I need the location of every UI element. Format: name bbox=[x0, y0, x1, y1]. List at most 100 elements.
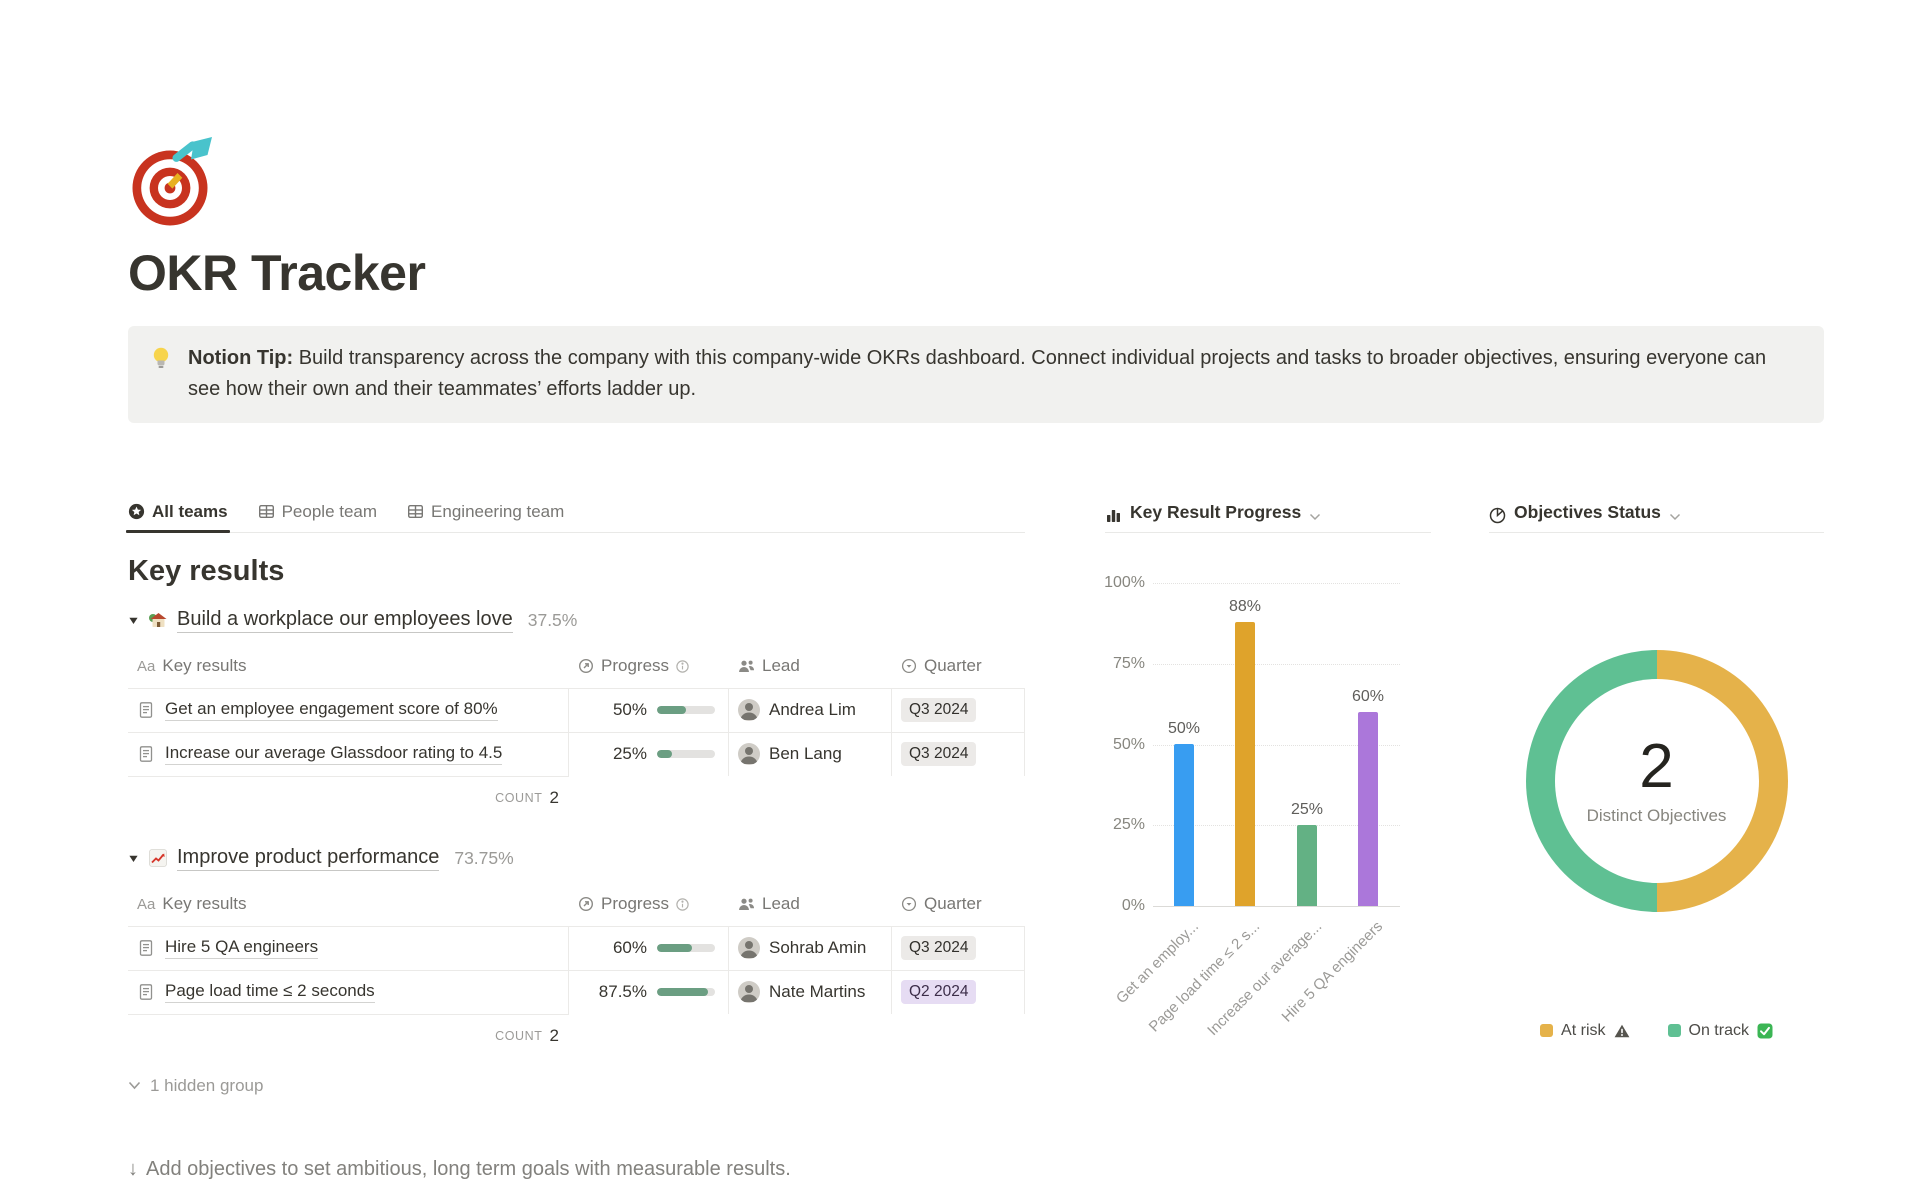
column-header-lead[interactable]: Lead bbox=[729, 645, 892, 688]
page-icon bbox=[137, 701, 155, 719]
y-axis-tick: 25% bbox=[1112, 815, 1145, 833]
notion-tip-label: Notion Tip: bbox=[188, 347, 294, 369]
quarter-cell[interactable]: Q2 2024 bbox=[892, 970, 1025, 1014]
x-axis-label: Increase our average... bbox=[1203, 917, 1326, 1039]
progress-value: 25% bbox=[612, 744, 647, 764]
bar-data-label: 88% bbox=[1228, 597, 1262, 615]
bar-data-label: 60% bbox=[1351, 687, 1385, 705]
footer-hint-text: Add objectives to set ambitious, long te… bbox=[146, 1157, 791, 1180]
column-header-progress[interactable]: Progress bbox=[569, 883, 729, 926]
key-result-link[interactable]: Page load time ≤ 2 seconds bbox=[165, 981, 375, 1004]
at-risk-swatch bbox=[1540, 1024, 1554, 1038]
table-row[interactable]: Get an employee engagement score of 80% … bbox=[128, 687, 1025, 732]
key-result-link[interactable]: Hire 5 QA engineers bbox=[165, 937, 319, 960]
tab-engineering-team[interactable]: Engineering team bbox=[407, 502, 564, 532]
tab-label: Engineering team bbox=[431, 501, 565, 521]
add-objectives-hint: ↓ Add objectives to set ambitious, long … bbox=[128, 1158, 1025, 1181]
avatar bbox=[738, 699, 760, 722]
quarter-cell[interactable]: Q3 2024 bbox=[892, 688, 1025, 732]
objective-title-link[interactable]: Build a workplace our employees love bbox=[177, 608, 513, 633]
x-axis-label: Page load time ≤ 2 s... bbox=[1145, 917, 1264, 1036]
check-mark-icon bbox=[1757, 1023, 1773, 1039]
lead-name: Andrea Lim bbox=[769, 700, 856, 720]
rollup-icon bbox=[578, 658, 594, 674]
progress-cell[interactable]: 60% bbox=[569, 926, 729, 970]
key-result-link[interactable]: Increase our average Glassdoor rating to… bbox=[165, 743, 503, 766]
bar-group[interactable]: 25% bbox=[1277, 801, 1337, 906]
text-property-icon: Aa bbox=[137, 657, 156, 675]
bar-group[interactable]: 60% bbox=[1338, 688, 1398, 906]
donut-chart-view-header[interactable]: Objectives Status bbox=[1489, 493, 1824, 533]
table-row[interactable]: Page load time ≤ 2 seconds 87.5% Nate Ma… bbox=[128, 969, 1025, 1014]
people-icon bbox=[738, 659, 755, 674]
tab-all-teams[interactable]: All teams bbox=[126, 501, 230, 533]
legend-item-at-risk[interactable]: At risk bbox=[1540, 1022, 1629, 1040]
objective-title-link[interactable]: Improve product performance bbox=[177, 846, 440, 871]
people-icon bbox=[738, 897, 755, 912]
table-row[interactable]: Hire 5 QA engineers 60% Sohrab Amin bbox=[128, 925, 1025, 970]
bar-group[interactable]: 50% bbox=[1154, 720, 1214, 906]
notion-page: OKR Tracker Notion Tip: Build transparen… bbox=[0, 134, 1920, 1181]
toggle-triangle-icon[interactable] bbox=[128, 853, 139, 864]
table-view-icon bbox=[407, 503, 424, 520]
quarter-tag: Q3 2024 bbox=[901, 936, 977, 961]
bar bbox=[1235, 621, 1255, 906]
key-result-link[interactable]: Get an employee engagement score of 80% bbox=[165, 699, 498, 722]
quarter-tag: Q3 2024 bbox=[901, 698, 977, 723]
count-label: COUNT bbox=[495, 791, 543, 806]
bar-chart-view-header[interactable]: Key Result Progress bbox=[1105, 493, 1432, 533]
quarter-cell[interactable]: Q3 2024 bbox=[892, 926, 1025, 970]
legend-label: At risk bbox=[1561, 1021, 1606, 1039]
bar-data-label: 25% bbox=[1290, 801, 1324, 819]
quarter-tag: Q2 2024 bbox=[901, 980, 977, 1005]
column-header-quarter[interactable]: Quarter bbox=[892, 883, 1025, 926]
quarter-cell[interactable]: Q3 2024 bbox=[892, 732, 1025, 776]
donut-center: 2 Distinct Objectives bbox=[1554, 678, 1759, 883]
select-property-icon bbox=[901, 896, 917, 912]
bar-chart-title: Key Result Progress bbox=[1130, 501, 1302, 522]
progress-bar bbox=[657, 944, 715, 953]
donut-chart-title: Objectives Status bbox=[1514, 501, 1661, 522]
pie-chart-icon bbox=[1489, 507, 1506, 532]
progress-value: 87.5% bbox=[598, 982, 647, 1002]
bar bbox=[1174, 744, 1194, 906]
lead-cell[interactable]: Sohrab Amin bbox=[729, 926, 892, 970]
column-header-quarter[interactable]: Quarter bbox=[892, 645, 1025, 688]
table-row[interactable]: Increase our average Glassdoor rating to… bbox=[128, 731, 1025, 776]
on-track-swatch bbox=[1667, 1024, 1681, 1038]
info-icon[interactable] bbox=[676, 898, 689, 911]
table-view-icon bbox=[258, 503, 275, 520]
tab-label: All teams bbox=[152, 501, 228, 521]
lead-name: Ben Lang bbox=[769, 744, 842, 764]
objectives-status-donut[interactable]: 2 Distinct Objectives bbox=[1525, 649, 1788, 912]
progress-cell[interactable]: 50% bbox=[569, 688, 729, 732]
progress-value: 50% bbox=[612, 700, 647, 720]
tab-people-team[interactable]: People team bbox=[258, 502, 377, 532]
column-header-lead[interactable]: Lead bbox=[729, 883, 892, 926]
column-header-progress[interactable]: Progress bbox=[569, 645, 729, 688]
down-arrow-icon: ↓ bbox=[128, 1157, 138, 1180]
lead-cell[interactable]: Ben Lang bbox=[729, 732, 892, 776]
toggle-triangle-icon[interactable] bbox=[128, 615, 139, 626]
column-header-name[interactable]: Aa Key results bbox=[137, 656, 247, 676]
target-dart-emoji-icon[interactable] bbox=[128, 134, 224, 230]
objective-group: Improve product performance 73.75% Aa Ke… bbox=[128, 846, 1025, 1058]
hidden-group-toggle[interactable]: 1 hidden group bbox=[128, 1076, 1025, 1096]
chevron-down-icon bbox=[128, 1081, 141, 1090]
bar bbox=[1297, 825, 1317, 906]
progress-cell[interactable]: 25% bbox=[569, 732, 729, 776]
key-results-table: Aa Key results Progress bbox=[128, 645, 1025, 820]
progress-cell[interactable]: 87.5% bbox=[569, 970, 729, 1014]
avatar bbox=[738, 981, 760, 1004]
lead-cell[interactable]: Nate Martins bbox=[729, 970, 892, 1014]
info-icon[interactable] bbox=[676, 660, 689, 673]
page-icon bbox=[137, 939, 155, 957]
lead-name: Sohrab Amin bbox=[769, 938, 867, 958]
legend-item-on-track[interactable]: On track bbox=[1667, 1022, 1773, 1040]
lead-cell[interactable]: Andrea Lim bbox=[729, 688, 892, 732]
key-results-heading: Key results bbox=[128, 554, 285, 587]
lightbulb-icon bbox=[150, 346, 172, 370]
distinct-objectives-label: Distinct Objectives bbox=[1586, 805, 1727, 825]
column-header-name[interactable]: Aa Key results bbox=[137, 894, 247, 914]
bar-group[interactable]: 88% bbox=[1215, 598, 1275, 906]
